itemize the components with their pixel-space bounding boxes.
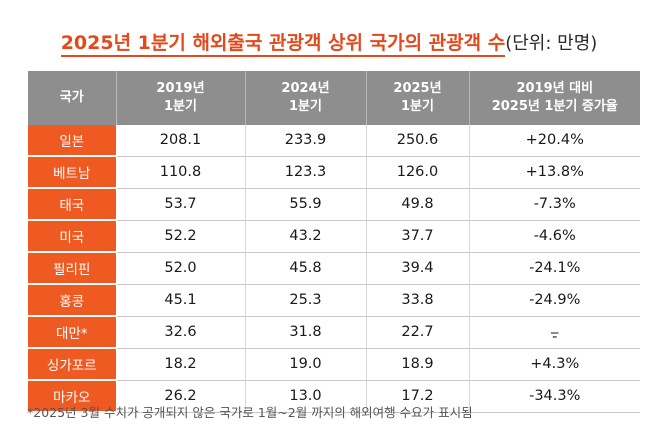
value-2019-cell: 26.2 bbox=[116, 380, 246, 413]
value-2024-cell: 31.8 bbox=[245, 316, 367, 349]
value-2024-cell: 43.2 bbox=[245, 220, 367, 253]
tourist-table: 국가 2019년 1분기 2024년 1분기 2025년 1분기 2019년 대비 20… bbox=[28, 71, 640, 413]
country-cell: 대만* bbox=[28, 316, 117, 349]
title-main: 2025년 1분기 해외출국 관광객 상위 국가의 관광객 수 bbox=[60, 32, 506, 57]
value-2019-cell: 208.1 bbox=[116, 125, 246, 157]
value-2024-cell: 19.0 bbox=[245, 348, 367, 381]
value-2025-cell: 49.8 bbox=[366, 188, 470, 221]
chart-title: 2025년 1분기 해외출국 관광객 상위 국가의 관광객 수(단위: 만명) bbox=[0, 28, 658, 57]
value-2025-cell: 250.6 bbox=[366, 125, 470, 157]
table-row: 대만* 32.6 31.8 22.7 _ - bbox=[28, 316, 640, 349]
value-2025-cell: 17.2 bbox=[366, 380, 470, 413]
header-change: 2019년 대비 2025년 1분기 증가율 bbox=[469, 71, 640, 125]
value-2019-cell: 18.2 bbox=[116, 348, 246, 381]
country-cell: 필리핀 bbox=[28, 252, 117, 285]
country-cell: 마카오 bbox=[28, 380, 117, 413]
change-cell: +4.3% bbox=[469, 348, 640, 381]
table-row: 태국 53.7 55.9 49.8 -7.3% bbox=[28, 188, 640, 221]
value-2024-cell: 123.3 bbox=[245, 156, 367, 189]
change-cell: -4.6% bbox=[469, 220, 640, 253]
footnote: *2025년 3월 수치가 공개되지 않은 국가로 1월~2월 까지의 해외여행… bbox=[27, 405, 473, 420]
value-2019-cell: 32.6 bbox=[116, 316, 246, 349]
change-cell: +20.4% bbox=[469, 125, 640, 157]
value-2024-cell: 45.8 bbox=[245, 252, 367, 285]
table-row: 필리핀 52.0 45.8 39.4 -24.1% bbox=[28, 252, 640, 285]
value-2019-cell: 110.8 bbox=[116, 156, 246, 189]
value-2024-cell: 13.0 bbox=[245, 380, 367, 413]
table-row: 홍콩 45.1 25.3 33.8 -24.9% bbox=[28, 284, 640, 317]
table-row: 마카오 26.2 13.0 17.2 -34.3% bbox=[28, 380, 640, 413]
value-2025-cell: 33.8 bbox=[366, 284, 470, 317]
value-2019-cell: 53.7 bbox=[116, 188, 246, 221]
value-2025-cell: 22.7 bbox=[366, 316, 470, 349]
value-2024-cell: 25.3 bbox=[245, 284, 367, 317]
value-2025-cell: 37.7 bbox=[366, 220, 470, 253]
country-cell: 일본 bbox=[28, 125, 117, 157]
value-2019-cell: 52.0 bbox=[116, 252, 246, 285]
change-cell: -24.1% bbox=[469, 252, 640, 285]
table-row: 싱가포르 18.2 19.0 18.9 +4.3% bbox=[28, 348, 640, 381]
table-row: 일본 208.1 233.9 250.6 +20.4% bbox=[28, 125, 640, 157]
value-2019-cell: 52.2 bbox=[116, 220, 246, 253]
change-cell: +13.8% bbox=[469, 156, 640, 189]
change-cell: -34.3% bbox=[469, 380, 640, 413]
country-cell: 홍콩 bbox=[28, 284, 117, 317]
value-2025-cell: 18.9 bbox=[366, 348, 470, 381]
title-unit: (단위: 만명) bbox=[505, 33, 598, 54]
header-2024: 2024년 1분기 bbox=[245, 71, 367, 125]
value-2024-cell: 55.9 bbox=[245, 188, 367, 221]
table-row: 미국 52.2 43.2 37.7 -4.6% bbox=[28, 220, 640, 253]
value-2025-cell: 39.4 bbox=[366, 252, 470, 285]
country-cell: 태국 bbox=[28, 188, 117, 221]
change-cell: -7.3% bbox=[469, 188, 640, 221]
value-2024-cell: 233.9 bbox=[245, 125, 367, 157]
value-2019-cell: 45.1 bbox=[116, 284, 246, 317]
table-header-row: 국가 2019년 1분기 2024년 1분기 2025년 1분기 2019년 대비 20… bbox=[28, 71, 640, 125]
header-2025: 2025년 1분기 bbox=[366, 71, 470, 125]
table-row: 베트남 110.8 123.3 126.0 +13.8% bbox=[28, 156, 640, 189]
change-cell: _ - bbox=[469, 316, 640, 349]
change-cell: -24.9% bbox=[469, 284, 640, 317]
country-cell: 미국 bbox=[28, 220, 117, 253]
header-2019: 2019년 1분기 bbox=[116, 71, 246, 125]
header-country: 국가 bbox=[28, 71, 117, 125]
country-cell: 싱가포르 bbox=[28, 348, 117, 381]
country-cell: 베트남 bbox=[28, 156, 117, 189]
table-body: 일본 208.1 233.9 250.6 +20.4% 베트남 110.8 123.3 126.… bbox=[28, 125, 640, 413]
value-2025-cell: 126.0 bbox=[366, 156, 470, 189]
